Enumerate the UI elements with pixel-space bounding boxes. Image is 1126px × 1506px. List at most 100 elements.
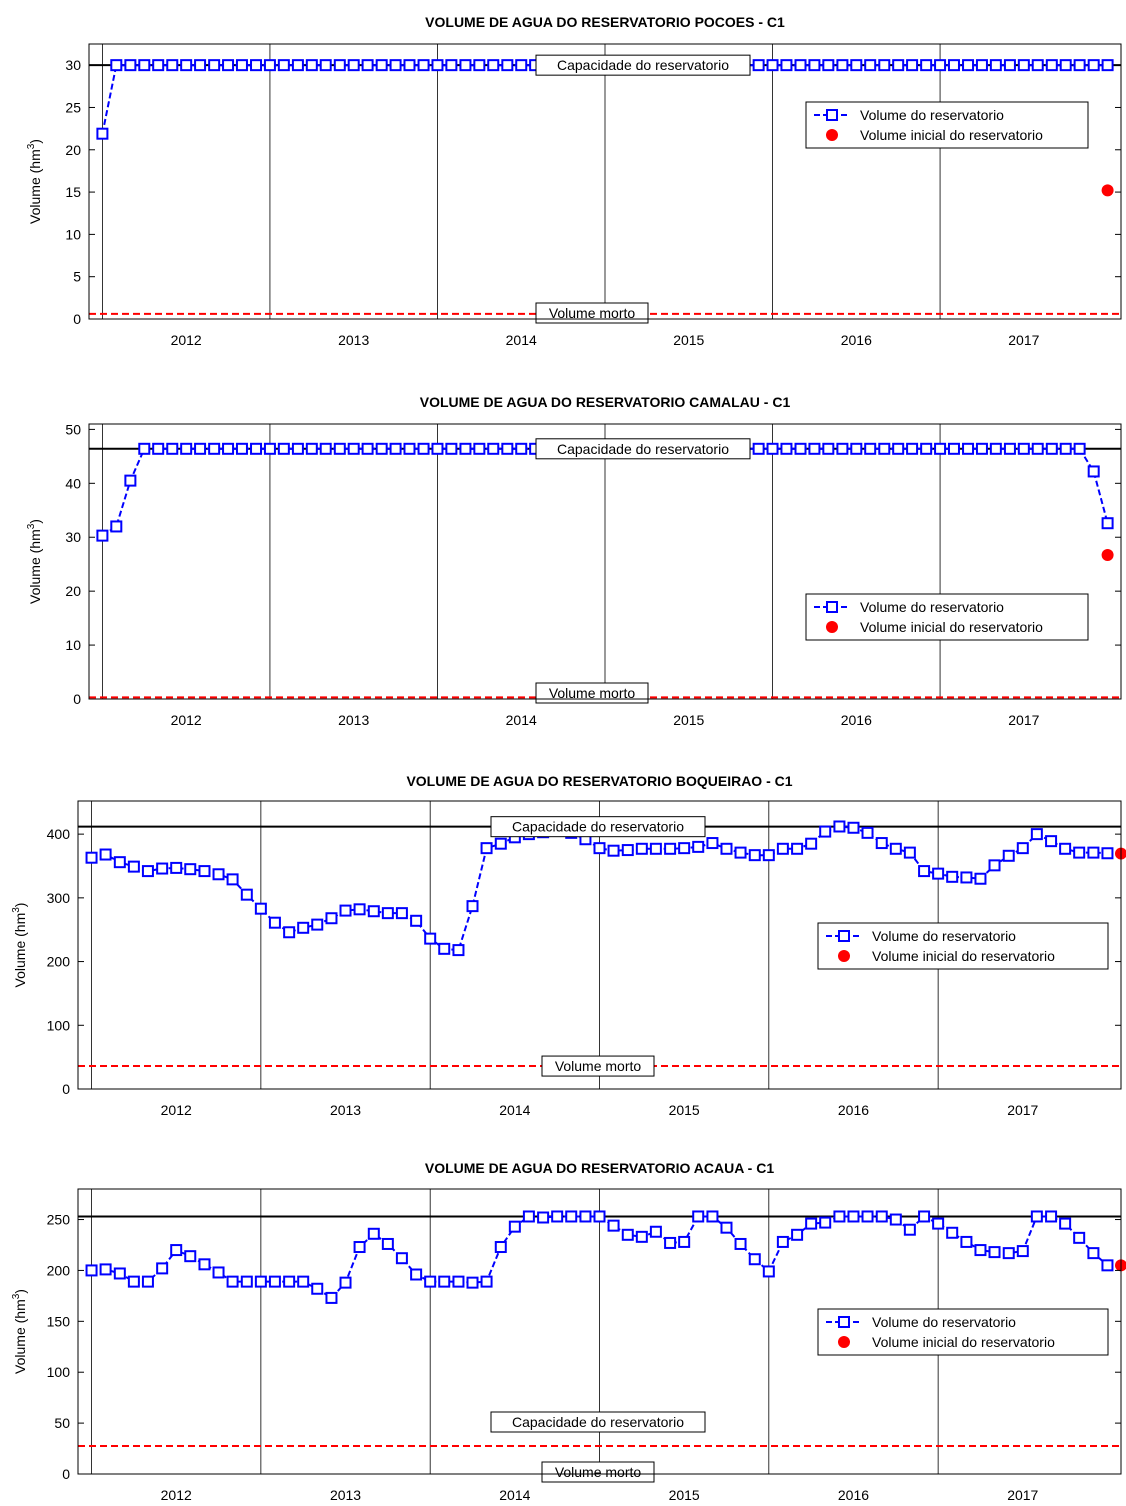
data-point [305,442,318,455]
y-axis-label-sup: 3 [11,1293,22,1299]
data-point [431,442,444,455]
data-point [431,59,444,72]
data-point [152,59,165,72]
dead-volume-label-text: Volume morto [549,305,636,321]
data-point [156,1262,169,1275]
axes-frame [88,423,1122,700]
data-point [989,442,1002,455]
data-point [254,1275,267,1288]
y-tick-label: 0 [73,311,81,327]
legend-series-label: Volume do reservatorio [872,1314,1016,1330]
data-point [752,59,765,72]
data-point [649,1225,662,1238]
data-point [325,912,338,925]
capacity-label: Capacidade do reservatorio [490,816,706,838]
data-point [263,59,276,72]
data-point [819,1216,832,1229]
data-point [962,59,975,72]
data-point [424,932,437,945]
data-point [974,872,987,885]
data-point [1017,59,1030,72]
data-point [268,1275,281,1288]
dead-volume-label-box [541,1461,655,1483]
y-tick-label: 50 [65,421,81,437]
data-point [878,59,891,72]
capacity-label-box [535,438,751,460]
legend: Volume do reservatorio Volume inicial do … [805,101,1089,149]
data-point [240,888,253,901]
data-point [208,59,221,72]
dead-volume-label-box [541,1055,655,1077]
data-point [466,1276,479,1289]
y-tick-label: 0 [62,1466,70,1482]
data-point [361,442,374,455]
data-point [141,1275,154,1288]
data-point [621,844,634,857]
data-point [947,59,960,72]
x-tick-label: 2014 [506,712,537,728]
data-point [375,59,388,72]
data-point [579,1210,592,1223]
data-point [1059,842,1072,855]
y-tick-label: 50 [54,1415,70,1431]
data-point [170,861,183,874]
x-tick-label: 2017 [1008,712,1039,728]
x-tick-label: 2017 [1008,332,1039,348]
data-point [389,442,402,455]
dead-volume-label-text: Volume morto [555,1464,642,1480]
data-point [124,474,137,487]
y-tick-label: 300 [47,890,71,906]
x-tick-label: 2017 [1007,1487,1038,1503]
data-point [706,1210,719,1223]
data-point [1073,59,1086,72]
data-point [250,442,263,455]
y-tick-label: 100 [47,1017,71,1033]
data-point [932,867,945,880]
data-point [473,442,486,455]
data-point [635,842,648,855]
data-point [878,442,891,455]
data-point [664,842,677,855]
x-tick-label: 2015 [669,1102,700,1118]
x-tick-label: 2016 [841,332,872,348]
data-point [1045,442,1058,455]
data-point [1059,1217,1072,1230]
data-point [375,442,388,455]
y-tick-label: 200 [47,954,71,970]
data-point [367,905,380,918]
data-point [395,1252,408,1265]
data-point [501,59,514,72]
data-point [166,442,179,455]
data-point [410,1268,423,1281]
data-point [960,871,973,884]
data-point [305,59,318,72]
y-axis-label-end: ) [12,903,28,908]
legend-series-label: Volume do reservatorio [860,599,1004,615]
axes-frame [77,1188,1122,1475]
data-point [254,902,267,915]
data-point [141,865,154,878]
data-point [417,442,430,455]
axes-frame [88,43,1122,320]
data-point [1016,842,1029,855]
data-point [438,942,451,955]
data-point [861,1210,874,1223]
legend-box [817,922,1109,970]
data-point [226,1275,239,1288]
data-point [353,1241,366,1254]
data-point [1003,59,1016,72]
data-point [445,442,458,455]
data-point [194,442,207,455]
data-point [1101,59,1114,72]
data-point [124,59,137,72]
dead-volume-label: Volume morto [541,1461,655,1483]
legend-series-marker [838,930,850,942]
x-tick-label: 2013 [338,712,369,728]
data-point [459,442,472,455]
data-point [99,848,112,861]
y-axis-label: Volume (hm3) [26,519,43,604]
data-point [297,1275,310,1288]
y-tick-label: 15 [65,184,81,200]
legend: Volume do reservatorio Volume inicial do … [805,593,1089,641]
data-point [752,442,765,455]
